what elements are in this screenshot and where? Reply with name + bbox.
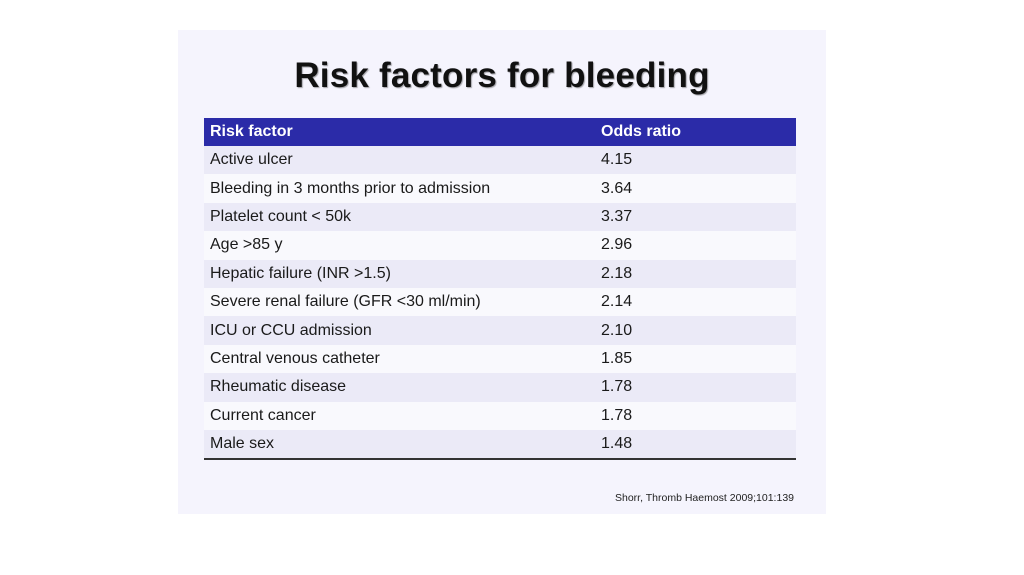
table-row: Bleeding in 3 months prior to admission 3… — [204, 174, 796, 203]
header-odds-ratio: Odds ratio — [601, 123, 682, 140]
table-row: Age >85 y 2.96 — [204, 231, 796, 260]
odds-ratio-cell: 2.96 — [601, 236, 633, 254]
header-risk-factor: Risk factor — [210, 123, 293, 140]
slide: Risk factors for bleeding Risk factor Od… — [178, 30, 826, 514]
odds-ratio-cell: 3.37 — [601, 207, 633, 225]
risk-factor-cell: Male sex — [210, 435, 275, 453]
odds-ratio-cell: 1.48 — [601, 435, 633, 453]
odds-ratio-cell: 1.78 — [601, 406, 633, 424]
risk-factor-cell: Age >85 y — [210, 236, 283, 254]
risk-factor-cell: Central venous catheter — [210, 349, 380, 367]
odds-ratio-cell: 1.85 — [601, 349, 633, 367]
table-row: Active ulcer 4.15 — [204, 146, 796, 175]
table-row: Current cancer 1.78 — [204, 401, 796, 430]
table-row: Platelet count < 50k 3.37 — [204, 202, 796, 232]
table-header-row: Risk factor Odds ratio — [204, 118, 796, 146]
slide-title: Risk factors for bleeding — [294, 56, 710, 95]
odds-ratio-cell: 4.15 — [601, 151, 633, 169]
odds-ratio-cell: 3.64 — [601, 179, 633, 197]
risk-factor-cell: Bleeding in 3 months prior to admission — [210, 179, 491, 197]
risk-factor-table: Risk factor Odds ratio Active ulcer 4.15 B… — [204, 118, 796, 461]
table-body: Active ulcer 4.15 Bleeding in 3 months pri… — [204, 146, 796, 459]
risk-factor-cell: ICU or CCU admission — [210, 321, 372, 339]
odds-ratio-cell: 2.10 — [601, 321, 633, 339]
risk-factor-cell: Severe renal failure (GFR <30 ml/min) — [210, 293, 481, 311]
citation: Shorr, Thromb Haemost 2009;101:139 — [615, 492, 794, 504]
table-row: Severe renal failure (GFR <30 ml/min) 2.1… — [204, 287, 796, 317]
table-row: Rheumatic disease 1.78 — [204, 373, 796, 402]
table-row: Central venous catheter 1.85 — [204, 344, 796, 374]
table-row: Male sex 1.48 — [204, 429, 796, 459]
odds-ratio-cell: 1.78 — [601, 378, 633, 396]
table-row: Hepatic failure (INR >1.5) 2.18 — [204, 259, 796, 288]
odds-ratio-cell: 2.18 — [601, 264, 633, 282]
risk-factor-cell: Rheumatic disease — [210, 378, 347, 396]
risk-factor-cell: Platelet count < 50k — [210, 207, 351, 225]
risk-factor-cell: Active ulcer — [210, 151, 293, 169]
risk-factor-cell: Hepatic failure (INR >1.5) — [210, 264, 391, 282]
odds-ratio-cell: 2.14 — [601, 293, 633, 311]
table-row: ICU or CCU admission 2.10 — [204, 316, 796, 345]
risk-factor-cell: Current cancer — [210, 406, 316, 424]
